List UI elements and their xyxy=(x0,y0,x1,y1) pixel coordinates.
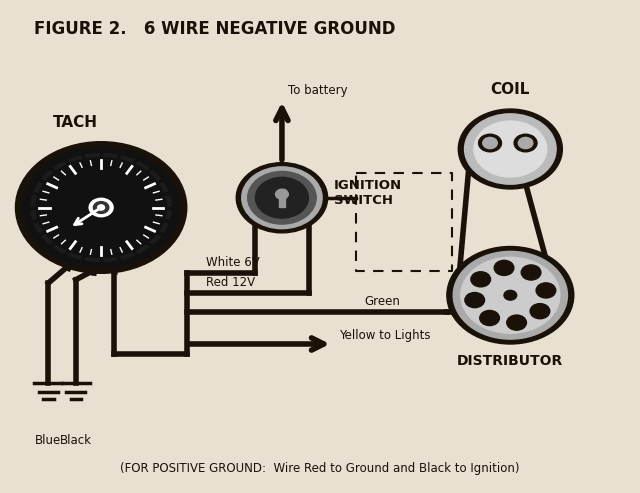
Circle shape xyxy=(458,109,563,189)
Text: IGNITION
SWITCH: IGNITION SWITCH xyxy=(334,179,402,207)
Text: DISTRIBUTOR: DISTRIBUTOR xyxy=(457,354,563,368)
Circle shape xyxy=(453,251,568,339)
Circle shape xyxy=(494,260,514,276)
Circle shape xyxy=(461,257,560,333)
Circle shape xyxy=(465,114,556,184)
Circle shape xyxy=(31,153,172,261)
Circle shape xyxy=(36,157,166,257)
Circle shape xyxy=(530,304,550,319)
Circle shape xyxy=(98,205,104,210)
Text: Red 12V: Red 12V xyxy=(206,276,255,289)
Text: (FOR POSITIVE GROUND:  Wire Red to Ground and Black to Ignition): (FOR POSITIVE GROUND: Wire Red to Ground… xyxy=(120,461,520,475)
Text: White 6V: White 6V xyxy=(206,256,260,269)
Circle shape xyxy=(447,246,574,344)
Text: COIL: COIL xyxy=(491,82,530,97)
Circle shape xyxy=(248,172,316,224)
Circle shape xyxy=(474,121,547,177)
Circle shape xyxy=(89,198,113,217)
Circle shape xyxy=(276,189,289,199)
Text: Black: Black xyxy=(60,434,92,447)
Text: FIGURE 2.   6 WIRE NEGATIVE GROUND: FIGURE 2. 6 WIRE NEGATIVE GROUND xyxy=(35,20,396,38)
Circle shape xyxy=(504,290,516,300)
Circle shape xyxy=(255,177,308,218)
Circle shape xyxy=(236,163,328,233)
Circle shape xyxy=(483,138,497,148)
Circle shape xyxy=(518,138,533,148)
Circle shape xyxy=(480,311,499,325)
Circle shape xyxy=(242,167,322,229)
Circle shape xyxy=(471,272,490,287)
Text: Blue: Blue xyxy=(35,434,61,447)
Text: Green: Green xyxy=(364,295,400,309)
Circle shape xyxy=(536,283,556,298)
Circle shape xyxy=(15,141,187,273)
Bar xyxy=(279,189,285,207)
Circle shape xyxy=(514,134,537,152)
Circle shape xyxy=(465,292,484,308)
Circle shape xyxy=(521,265,541,280)
Circle shape xyxy=(507,315,527,330)
Circle shape xyxy=(93,202,109,213)
Text: Yellow to Lights: Yellow to Lights xyxy=(339,328,431,342)
Text: To battery: To battery xyxy=(288,84,348,97)
Text: TACH: TACH xyxy=(53,114,98,130)
Circle shape xyxy=(22,147,180,268)
Circle shape xyxy=(479,134,502,152)
